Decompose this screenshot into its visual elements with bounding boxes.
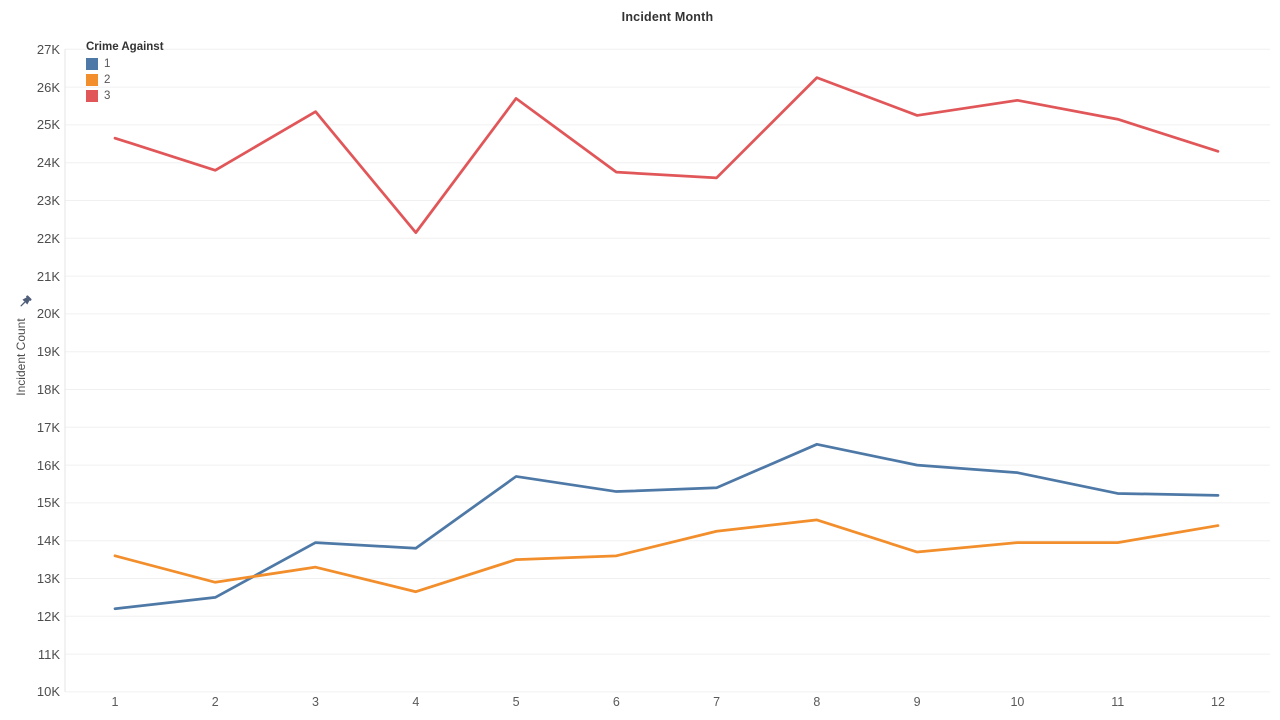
y-tick-label: 11K	[37, 646, 60, 662]
pushpin-icon[interactable]	[18, 295, 33, 310]
x-tick-label: 1	[111, 695, 119, 709]
y-tick-label: 15K	[36, 495, 60, 511]
chart-title: Incident Month	[621, 10, 714, 24]
legend: Crime Against 1 2 3	[86, 41, 164, 106]
x-tick-label: 11	[1111, 695, 1125, 709]
y-axis-label: Incident Count	[14, 318, 28, 396]
y-tick-label: 26K	[36, 79, 60, 95]
y-tick-label: 16K	[36, 457, 60, 473]
legend-label: 2	[104, 74, 111, 86]
series-line-3[interactable]	[113, 76, 1220, 235]
y-tick-label: 24K	[36, 155, 60, 171]
legend-item-3[interactable]: 3	[86, 90, 164, 102]
legend-swatch	[86, 74, 98, 86]
legend-label: 1	[104, 58, 111, 70]
y-tick-label: 22K	[36, 230, 60, 246]
y-tick-label: 21K	[36, 268, 60, 284]
x-tick-label: 3	[312, 695, 319, 709]
y-tick-label: 10K	[36, 684, 60, 700]
x-tick-label: 9	[913, 695, 921, 709]
y-tick-label: 12K	[36, 608, 60, 624]
y-tick-label: 25K	[36, 117, 60, 133]
legend-item-2[interactable]: 2	[86, 74, 164, 86]
legend-title: Crime Against	[86, 41, 164, 53]
legend-items: 1 2 3	[86, 58, 164, 102]
legend-label: 3	[104, 90, 111, 102]
x-tick-label: 10	[1010, 695, 1025, 709]
series-line-1[interactable]	[113, 442, 1220, 611]
x-tick-label: 5	[512, 695, 520, 709]
x-tick-label: 7	[713, 695, 721, 709]
x-tick-label: 2	[211, 695, 219, 709]
y-tick-label: 20K	[36, 306, 60, 322]
y-tick-label: 27K	[36, 41, 60, 57]
legend-item-1[interactable]: 1	[86, 58, 164, 70]
y-tick-label: 13K	[36, 571, 60, 586]
y-tick-label: 17K	[36, 419, 60, 435]
legend-swatch	[86, 58, 98, 70]
y-tick-label: 23K	[36, 193, 60, 208]
x-tick-label: 12	[1211, 695, 1225, 709]
x-tick-label: 6	[612, 695, 620, 709]
series-line-2[interactable]	[113, 518, 1220, 594]
x-tick-label: 8	[813, 695, 821, 709]
y-tick-label: 19K	[36, 344, 60, 360]
legend-swatch	[86, 90, 98, 102]
y-tick-label: 18K	[36, 382, 60, 397]
y-tick-label: 14K	[36, 533, 60, 549]
x-tick-label: 4	[412, 695, 420, 709]
